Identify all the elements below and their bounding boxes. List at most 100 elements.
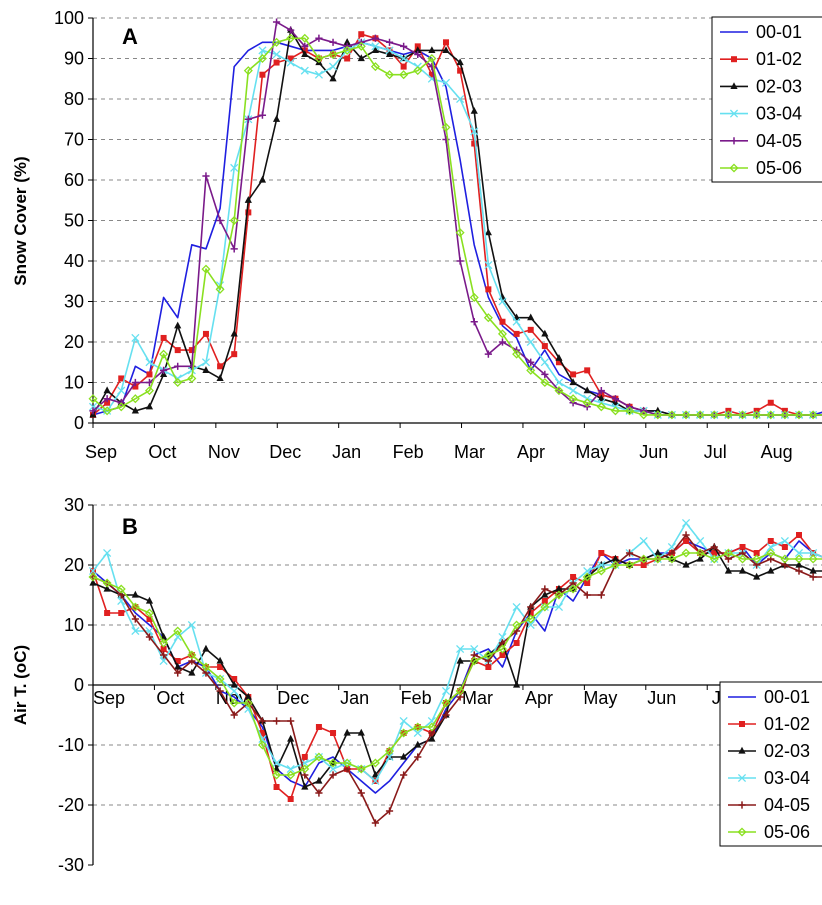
panel-b-series-02-03-point xyxy=(654,548,662,556)
panel-a-series-01-02-point xyxy=(132,383,139,390)
panel-a-ytick-label: 20 xyxy=(64,332,84,352)
panel-a-series-04-05-point xyxy=(188,362,196,370)
panel-a-series-05-06-point xyxy=(88,394,98,404)
panel-b-series-05-06-point xyxy=(695,548,705,558)
panel-a-series-05-06-point xyxy=(497,329,507,339)
panel-a-series-01-02-point xyxy=(358,31,365,38)
panel-a-series-01-02-point xyxy=(344,55,351,62)
panel-a-series-03-04-point xyxy=(314,70,323,79)
panel-a-series-02-03-point xyxy=(145,402,154,410)
panel-a-series-05-06-point xyxy=(272,37,282,47)
panel-a-month-label: May xyxy=(575,442,609,462)
panel-b-series-02-03-point xyxy=(682,560,690,568)
panel-a-series-01-02-point xyxy=(555,359,562,366)
panel-b-series-02-03-point xyxy=(428,734,436,742)
panel-b-series-02-03-point xyxy=(555,584,563,592)
panel-b-series-03-04-point xyxy=(780,536,789,546)
panel-b-ytick-label: -30 xyxy=(58,855,84,875)
panel-a-series-01-02-point xyxy=(188,347,195,354)
panel-a-legend-marker xyxy=(730,137,738,145)
panel-b-series-04-05-line xyxy=(92,534,822,824)
panel-a-series-05-06-point xyxy=(187,373,197,383)
panel-b-series-01-02-point xyxy=(118,610,125,616)
panel-a-series-04-05-point xyxy=(174,362,182,370)
panel-b-series-03-04-point xyxy=(766,542,775,552)
panel-b-series-04-05-point xyxy=(400,771,408,779)
panel-b-legend-marker xyxy=(739,721,745,727)
panel-a: 0 10 20 30 40 50 60 70 80 90 100 Sep Oct Nov Dec Jan Feb… xyxy=(11,8,822,462)
panel-b-series-01-02-point xyxy=(287,796,294,802)
panel-b-series-04-05-point xyxy=(131,615,139,623)
panel-a-legend-box xyxy=(711,16,822,183)
panel-a-series-03-04-point xyxy=(201,358,211,367)
panel-b-series-04-05-point xyxy=(541,585,549,593)
panel-b-series-05-06-point xyxy=(554,590,564,600)
panel-a-series-04-05-point xyxy=(89,407,97,415)
panel-a-series-01-02-point xyxy=(584,367,591,374)
panel-a-series-03-04-point xyxy=(512,317,521,326)
panel-a-month-label: Jul xyxy=(704,442,727,462)
panel-a-series-05-06-point xyxy=(385,70,395,80)
panel-a-panel-label: A xyxy=(122,24,138,49)
panel-b-series-01-02-point xyxy=(796,532,802,538)
panel-a-series-02-03-point xyxy=(597,394,605,402)
panel-b-series-03-04-point xyxy=(230,686,239,696)
panel-b-series-04-05-point xyxy=(357,789,365,797)
panel-a-ytick-label: 60 xyxy=(64,170,84,190)
panel-a-series-02-03-point xyxy=(103,386,111,394)
panel-b-series-04-05-point xyxy=(160,651,168,659)
panel-a-series-05-06-point xyxy=(653,410,663,420)
panel-a-series-03-04-point xyxy=(230,163,239,172)
panel-b-series-02-03-point xyxy=(244,692,252,700)
panel-b-legend-box xyxy=(719,681,822,847)
panel-a-series-02-03-point xyxy=(371,46,379,53)
panel-b-series-02-03-point xyxy=(753,572,761,580)
panel-a-series-02-03-point xyxy=(202,366,210,373)
panel-b-series-01-02-point xyxy=(570,574,577,580)
panel-b-series-03-04-point xyxy=(272,758,281,768)
panel-a-ytick-label: 10 xyxy=(64,373,84,393)
panel-b-series-01-02-point xyxy=(541,598,548,604)
panel-b-month-label: Sep xyxy=(93,688,125,708)
panel-a-series-02-03-point xyxy=(569,378,577,386)
panel-b-legend-entry: 02-03 xyxy=(764,741,810,761)
panel-a-series-04-05-point xyxy=(329,38,337,46)
panel-a-series-02-03-point xyxy=(654,406,662,414)
panel-b-series-05-06-point xyxy=(116,584,126,594)
panel-a-series-05-06-point xyxy=(370,62,380,72)
panel-a-series-02-03-point xyxy=(230,329,238,337)
panel-b-series-04-05-point xyxy=(272,717,281,725)
panel-b-series-04-05-point xyxy=(583,591,591,599)
panel-a-series-05-06-point xyxy=(342,45,352,55)
panel-b-series-05-06-point xyxy=(102,578,112,588)
panel-a-series-03-04-point xyxy=(117,386,126,395)
panel-b-series-01-02-point xyxy=(217,664,224,670)
panel-b-series-01-02-point xyxy=(315,724,322,730)
panel-a-series-01-02-point xyxy=(202,330,209,337)
panel-b-series-02-03-point xyxy=(456,656,464,664)
panel-b-series-01-02-point xyxy=(273,784,280,790)
panel-a-series-03-04-point xyxy=(272,50,281,59)
panel-b-series-04-05-point xyxy=(230,711,238,719)
panel-a-series-05-06-point xyxy=(766,410,776,420)
panel-a-series-04-05-point xyxy=(527,358,535,366)
panel-a-legend: 00-01 01-02 02-03 03-04 04-05 05-06 xyxy=(711,16,822,183)
panel-a-series-04-05-point xyxy=(315,34,323,42)
panel-b-series-05-06-point xyxy=(328,758,338,768)
panel-b-series-05-06-point xyxy=(738,554,748,564)
panel-a-series-02-03-point xyxy=(343,38,351,45)
panel-b-series-01-02-point xyxy=(711,550,718,556)
panel-b-y-axis-title: Air T. (oC) xyxy=(11,645,30,725)
panel-b-panel-label: B xyxy=(122,514,138,539)
panel-b-series-03-04-point xyxy=(399,716,408,726)
panel-b-series-05-06-line xyxy=(92,552,822,776)
panel-a-series-05-06-point xyxy=(752,410,762,420)
panel-b-series-05-06-point xyxy=(413,722,423,732)
panel-a-series-04-05-point xyxy=(611,395,620,403)
panel-b-series-03-04-point xyxy=(328,764,338,774)
panel-a-series-01-02-point xyxy=(541,343,548,350)
panel-b-series-05-06-point xyxy=(582,572,592,582)
panel-b-series-04-05-point xyxy=(315,789,323,797)
panel-a-y-axis-title: Snow Cover (%) xyxy=(11,156,30,285)
